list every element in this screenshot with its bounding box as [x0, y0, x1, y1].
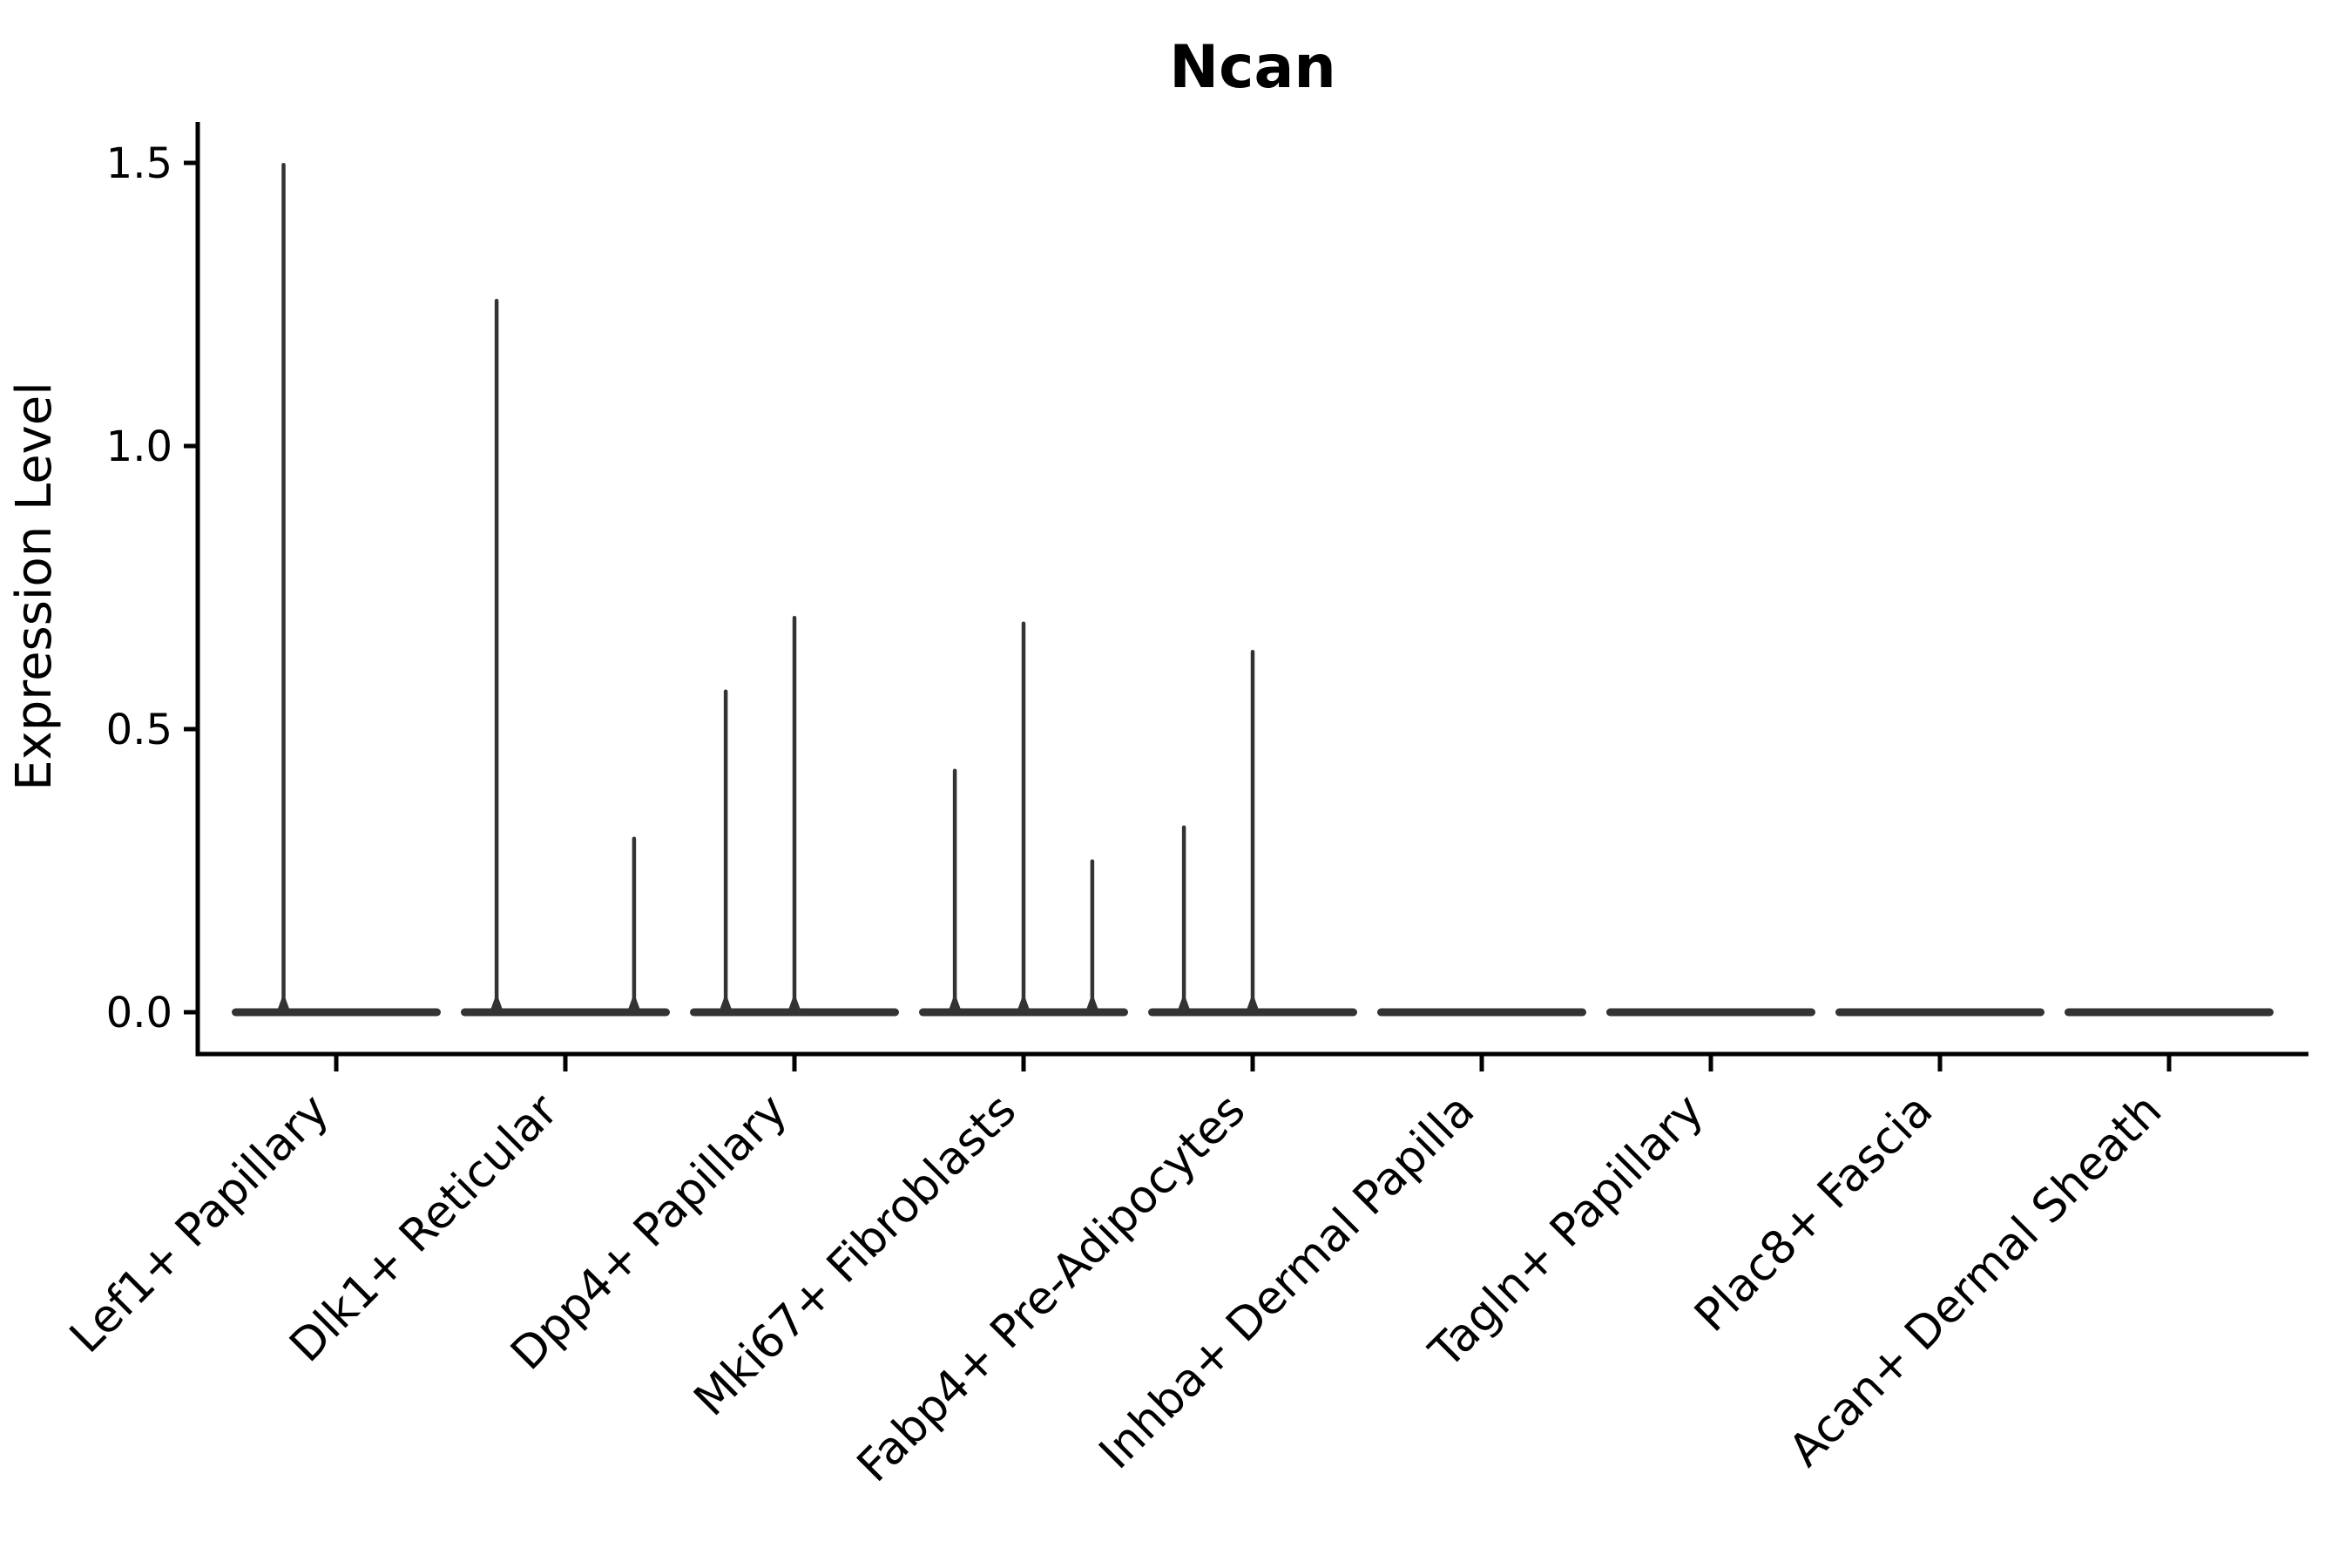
violin-spike — [632, 836, 637, 1014]
violin-spike — [1090, 859, 1095, 1014]
violin-spike — [723, 689, 728, 1014]
x-tick-label: Acan+ Dermal Sheath — [1780, 1085, 2173, 1477]
violin-base — [1606, 1008, 1815, 1017]
y-tick-label: 0.0 — [106, 989, 172, 1037]
violin-base — [1377, 1008, 1586, 1017]
violin-spike — [952, 768, 957, 1014]
x-tick-label: Inhba+ Dermal Papilla — [1090, 1085, 1484, 1479]
violin-base — [1835, 1008, 2044, 1017]
y-tick-label: 1.5 — [106, 139, 172, 188]
x-tick-label: Plac8+ Fascia — [1685, 1085, 1943, 1342]
y-tick-label: 0.5 — [106, 706, 172, 754]
violin-spike — [1181, 825, 1186, 1014]
violin-base — [461, 1008, 670, 1017]
y-axis-title: Expression Level — [6, 382, 63, 791]
violin-base — [2065, 1008, 2274, 1017]
violin-layer — [232, 163, 2274, 1017]
violin-spike — [281, 163, 286, 1014]
violin-spike — [1250, 650, 1255, 1014]
violin-spike — [1021, 621, 1026, 1014]
violin-spike — [494, 299, 499, 1014]
x-tick-label: Fabp4+ Pre-Adipocytes — [848, 1085, 1255, 1492]
y-tick-label: 1.0 — [106, 422, 172, 471]
chart-title: Ncan — [1169, 33, 1336, 102]
violin-base — [232, 1008, 441, 1017]
violin-spike — [792, 616, 797, 1014]
